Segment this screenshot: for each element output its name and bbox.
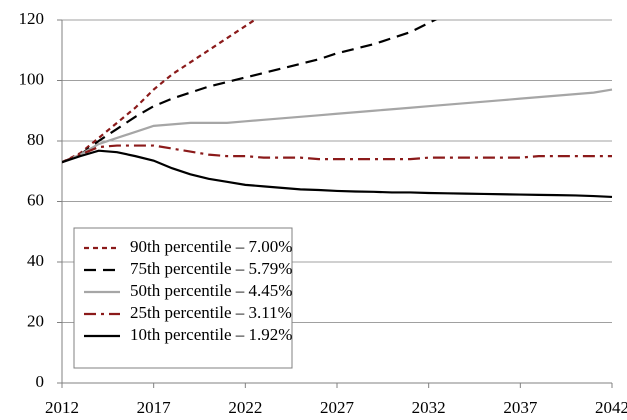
- y-tick-label: 40: [27, 251, 44, 270]
- legend-label: 50th percentile – 4.45%: [130, 281, 292, 300]
- series-line: [62, 20, 257, 164]
- y-tick-label: 100: [19, 69, 45, 88]
- x-tick-label: 2022: [228, 398, 262, 417]
- x-tick-label: 2037: [503, 398, 538, 417]
- y-tick-label: 80: [27, 130, 44, 149]
- series-line: [62, 144, 612, 164]
- plot-area: [62, 20, 613, 199]
- x-tick-label: 2042: [595, 398, 627, 417]
- x-tick-label: 2032: [412, 398, 446, 417]
- legend-label: 90th percentile – 7.00%: [130, 237, 292, 256]
- series-line: [62, 149, 613, 199]
- legend-box: [73, 227, 293, 369]
- series-line: [62, 88, 613, 164]
- legend-label: 25th percentile – 3.11%: [130, 303, 292, 322]
- x-tick-label: 2017: [137, 398, 172, 417]
- legend-label: 10th percentile – 1.92%: [130, 325, 292, 344]
- y-tick-label: 60: [27, 190, 44, 209]
- x-tick-label: 2012: [45, 398, 79, 417]
- y-tick-label: 0: [36, 372, 45, 391]
- legend-label: 75th percentile – 5.79%: [130, 259, 292, 278]
- y-tick-label: 120: [19, 9, 45, 28]
- series-line: [62, 20, 438, 164]
- y-tick-label: 20: [27, 311, 44, 330]
- x-tick-label: 2027: [320, 398, 355, 417]
